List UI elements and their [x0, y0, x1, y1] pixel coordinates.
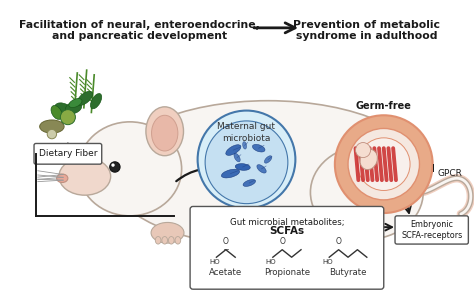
Ellipse shape: [234, 153, 240, 162]
Ellipse shape: [310, 145, 423, 239]
Text: HO: HO: [209, 259, 220, 265]
Text: syndrome in adulthood: syndrome in adulthood: [296, 31, 438, 41]
Ellipse shape: [175, 236, 181, 244]
Text: GPCR: GPCR: [438, 169, 462, 178]
Text: HO: HO: [322, 259, 333, 265]
Ellipse shape: [168, 236, 174, 244]
Ellipse shape: [91, 94, 102, 109]
Circle shape: [109, 162, 120, 172]
Circle shape: [205, 121, 288, 204]
Text: Acetate: Acetate: [209, 268, 242, 277]
Ellipse shape: [243, 142, 246, 149]
Ellipse shape: [226, 243, 231, 249]
Ellipse shape: [65, 102, 82, 114]
Ellipse shape: [243, 179, 255, 186]
Ellipse shape: [213, 243, 218, 249]
Ellipse shape: [77, 91, 92, 105]
Text: SCFAs: SCFAs: [269, 226, 304, 236]
Circle shape: [198, 111, 295, 208]
Text: O: O: [279, 237, 285, 246]
Text: Facilitation of neural, enteroendocrine,: Facilitation of neural, enteroendocrine,: [19, 20, 260, 30]
Text: and pancreatic development: and pancreatic development: [52, 31, 227, 41]
Ellipse shape: [339, 240, 345, 248]
Ellipse shape: [55, 103, 73, 118]
Ellipse shape: [325, 240, 330, 248]
FancyBboxPatch shape: [190, 207, 384, 289]
Ellipse shape: [211, 230, 241, 249]
Ellipse shape: [226, 145, 241, 156]
Ellipse shape: [162, 236, 167, 244]
Ellipse shape: [233, 243, 237, 249]
Ellipse shape: [332, 240, 337, 248]
Ellipse shape: [59, 158, 110, 195]
Ellipse shape: [40, 120, 64, 133]
Ellipse shape: [47, 129, 56, 139]
Ellipse shape: [220, 243, 224, 249]
FancyBboxPatch shape: [34, 143, 102, 164]
Ellipse shape: [221, 169, 240, 178]
Ellipse shape: [264, 156, 272, 163]
Ellipse shape: [152, 115, 178, 151]
Text: Prevention of metabolic: Prevention of metabolic: [293, 20, 440, 30]
Ellipse shape: [155, 236, 161, 244]
Circle shape: [356, 143, 371, 158]
Text: Gut microbial metabolites;: Gut microbial metabolites;: [229, 218, 344, 227]
Text: Maternal gut
microbiota: Maternal gut microbiota: [218, 122, 275, 143]
Circle shape: [357, 138, 410, 191]
Ellipse shape: [253, 144, 265, 152]
Text: Butyrate: Butyrate: [329, 268, 367, 277]
Circle shape: [111, 163, 115, 167]
Circle shape: [60, 110, 75, 125]
Text: Propionate: Propionate: [264, 268, 310, 277]
Ellipse shape: [321, 226, 356, 247]
Text: O: O: [223, 237, 229, 246]
Ellipse shape: [51, 105, 62, 119]
Circle shape: [348, 128, 419, 200]
FancyBboxPatch shape: [395, 216, 468, 244]
Ellipse shape: [146, 107, 183, 156]
Text: Dietary Fiber: Dietary Fiber: [38, 149, 97, 158]
Circle shape: [335, 115, 433, 213]
Ellipse shape: [235, 164, 250, 170]
Ellipse shape: [69, 98, 82, 108]
Text: O: O: [336, 237, 342, 246]
Ellipse shape: [151, 223, 184, 243]
Ellipse shape: [78, 122, 182, 216]
Ellipse shape: [56, 174, 68, 182]
Text: Germ-free: Germ-free: [356, 101, 412, 111]
Ellipse shape: [360, 149, 377, 170]
Text: HO: HO: [265, 259, 276, 265]
Ellipse shape: [257, 165, 266, 173]
Ellipse shape: [108, 101, 428, 246]
Ellipse shape: [347, 240, 353, 248]
Text: Embryonic
SCFA-receptors: Embryonic SCFA-receptors: [401, 220, 462, 240]
